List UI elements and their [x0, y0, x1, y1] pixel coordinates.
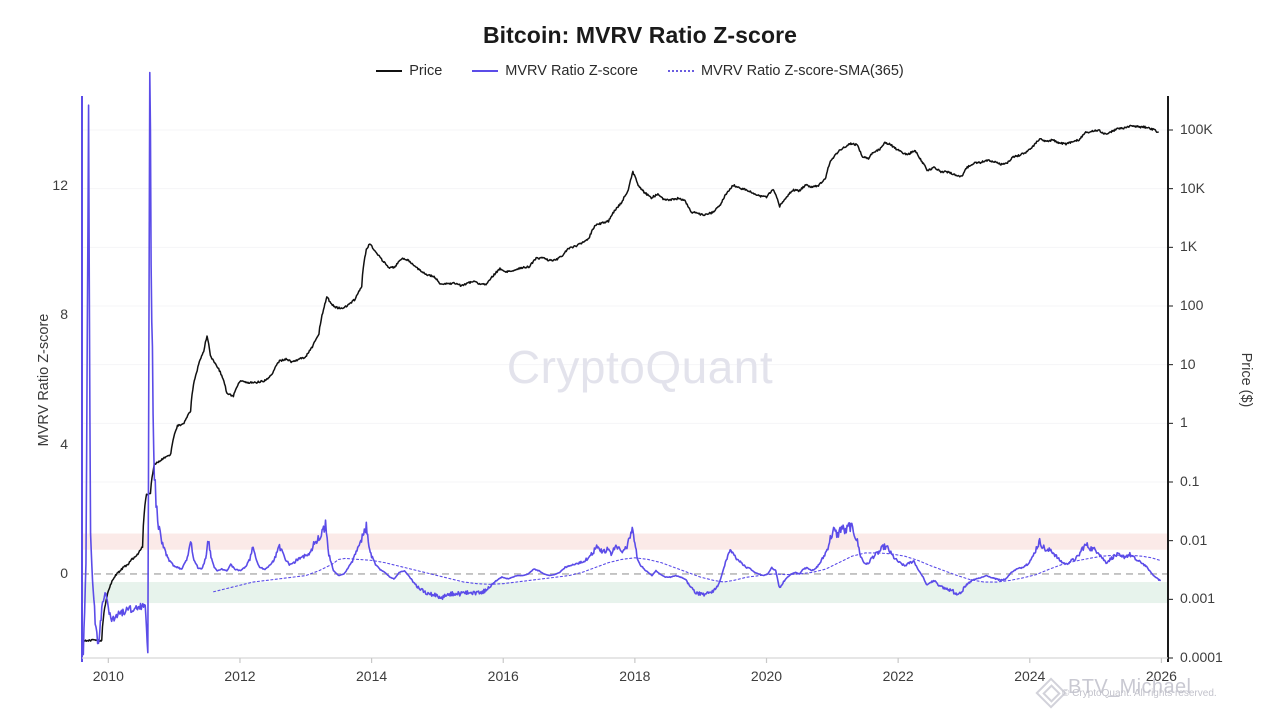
legend-item-mvrv-zscore-sma[interactable]: MVRV Ratio Z-score-SMA(365) — [667, 63, 904, 79]
series-line-1 — [82, 71, 1161, 656]
y-right-tick-1: 10K — [1180, 179, 1205, 196]
y-left-tick-0: 0 — [60, 564, 68, 581]
y-right-tick-9: 0.0001 — [1180, 649, 1223, 665]
legend-marker-mvrv-zscore-sma-icon — [667, 70, 694, 72]
legend-item-mvrv-zscore[interactable]: MVRV Ratio Z-score — [472, 63, 638, 79]
y-right-tick-8: 0.001 — [1180, 590, 1216, 607]
x-tick-4: 2018 — [619, 668, 651, 684]
y-right-tick-4: 10 — [1180, 355, 1196, 372]
legend-marker-price-icon — [376, 70, 403, 72]
legend-label-price: Price — [409, 63, 443, 79]
legend-label-mvrv-zscore-sma: MVRV Ratio Z-score-SMA(365) — [700, 63, 904, 79]
y-right-tick-6: 0.1 — [1180, 472, 1200, 489]
x-tick-3: 2016 — [487, 668, 519, 684]
x-tick-6: 2022 — [882, 668, 914, 684]
page-title: Bitcoin: MVRV Ratio Z-score — [482, 22, 798, 48]
series-line-2 — [213, 552, 1161, 593]
y-left-tick-2: 8 — [60, 306, 68, 323]
x-tick-7: 2024 — [1014, 668, 1046, 684]
y-left-tick-3: 12 — [52, 177, 68, 194]
x-tick-1: 2012 — [224, 668, 256, 684]
y-right-tick-7: 0.01 — [1180, 531, 1208, 548]
legend-label-mvrv-zscore: MVRV Ratio Z-score — [505, 63, 638, 79]
x-tick-0: 2010 — [92, 668, 124, 684]
y-right-tick-0: 100K — [1180, 120, 1213, 137]
legend-item-price[interactable]: Price — [376, 63, 442, 79]
y-right-tick-5: 1 — [1180, 414, 1188, 431]
y-right-tick-2: 1K — [1180, 238, 1198, 255]
series-line-0 — [82, 124, 1159, 643]
legend-marker-mvrv-zscore-icon — [472, 70, 499, 72]
y-axis-right-label: Price ($) — [1238, 352, 1254, 408]
y-left-tick-1: 4 — [60, 435, 68, 452]
x-tick-2: 2014 — [356, 668, 388, 684]
chart-legend: Price MVRV Ratio Z-score MVRV Ratio Z-sc… — [0, 63, 1280, 79]
x-tick-8: 2026 — [1145, 668, 1177, 684]
y-right-tick-3: 100 — [1180, 296, 1204, 313]
x-tick-5: 2020 — [750, 668, 783, 684]
